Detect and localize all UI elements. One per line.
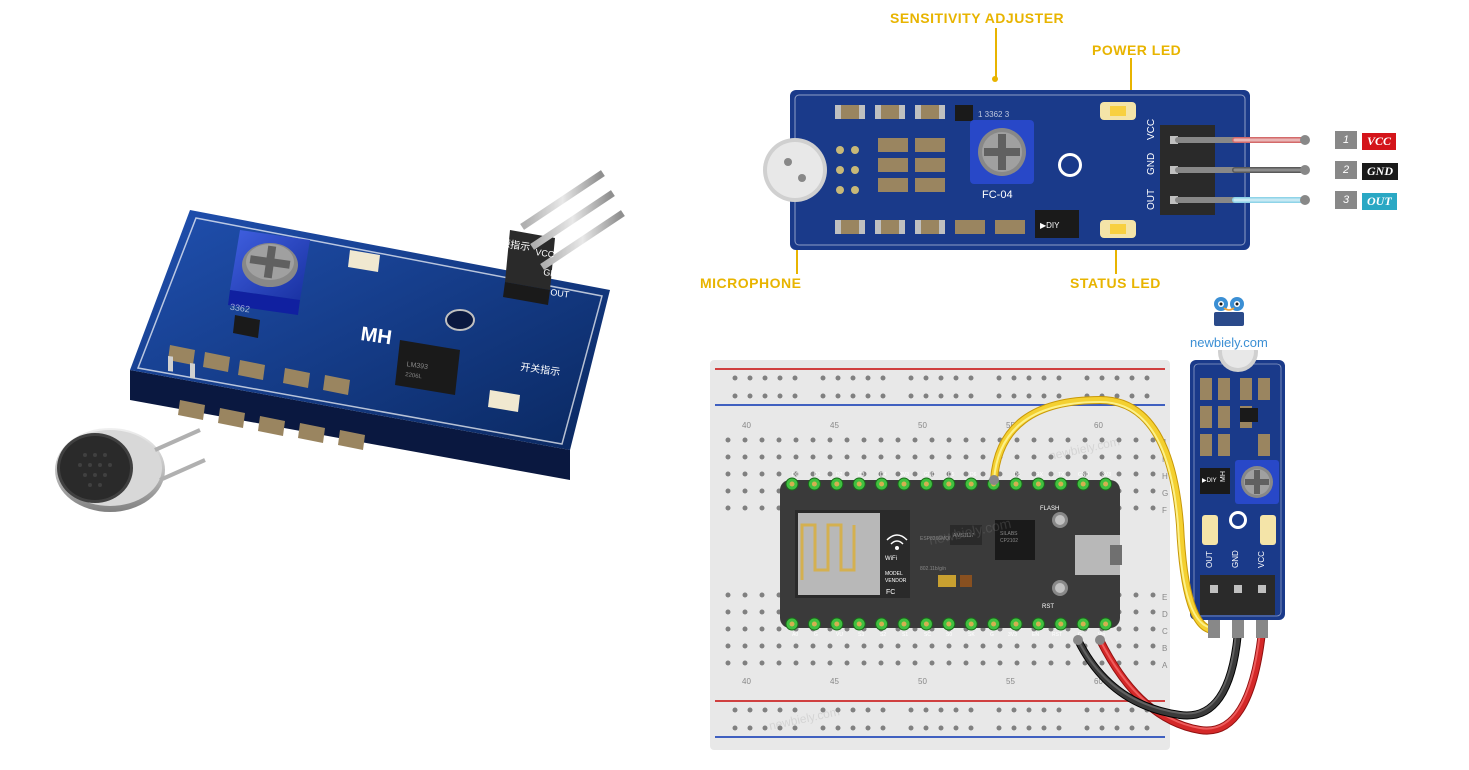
pin-name-out: OUT (1362, 193, 1397, 210)
svg-text:S2: S2 (880, 632, 886, 638)
svg-text:45: 45 (830, 421, 839, 430)
svg-text:VENDOR: VENDOR (885, 578, 907, 584)
svg-text:RX: RX (1036, 472, 1044, 478)
svg-text:H: H (1162, 472, 1168, 481)
svg-text:D5: D5 (948, 472, 955, 478)
svg-text:3V3: 3V3 (1008, 632, 1017, 638)
svg-text:GND: GND (1078, 472, 1090, 478)
svg-text:D6: D6 (970, 472, 977, 478)
svg-text:GND: GND (1146, 153, 1157, 175)
svg-text:RST: RST (1042, 604, 1054, 610)
svg-text:A0: A0 (792, 632, 798, 638)
svg-text:55: 55 (1006, 677, 1015, 686)
svg-text:40: 40 (742, 421, 751, 430)
svg-text:RST: RST (1052, 632, 1062, 638)
svg-text:OUT: OUT (1205, 551, 1214, 568)
svg-text:TX: TX (1058, 472, 1065, 478)
svg-text:VCC: VCC (1146, 119, 1157, 140)
wiring-diagram: 40 45 50 55 60 40 45 50 55 60 JIHGF EDCB… (700, 350, 1460, 770)
svg-text:MODEL: MODEL (885, 571, 903, 577)
svg-text:VU: VU (836, 632, 843, 638)
svg-text:FC-04: FC-04 (982, 189, 1013, 201)
svg-text:FLASH: FLASH (1040, 506, 1059, 512)
svg-text:E: E (1162, 593, 1167, 602)
svg-text:EN: EN (1032, 632, 1039, 638)
svg-text:B: B (1162, 644, 1167, 653)
svg-text:D3: D3 (858, 472, 865, 478)
svg-text:WiFi: WiFi (885, 556, 897, 562)
pin-label-2: 2 (1335, 161, 1357, 179)
svg-text:G: G (990, 632, 994, 638)
svg-text:C: C (1162, 627, 1168, 636)
pin-name-vcc: VCC (1362, 133, 1396, 150)
svg-text:SC: SC (924, 632, 931, 638)
svg-text:D0: D0 (792, 472, 799, 478)
svg-text:D8: D8 (1014, 472, 1021, 478)
svg-text:60: 60 (1094, 421, 1103, 430)
svg-text:50: 50 (918, 677, 927, 686)
svg-text:MH: MH (1220, 471, 1227, 482)
svg-text:3V3: 3V3 (900, 472, 909, 478)
module-top-view: 1 3362 3 FC-04 ▶DIY VCC GND OUT (760, 80, 1320, 270)
annotation-sensitivity: SENSITIVITY ADJUSTER (890, 10, 1064, 26)
svg-text:MH: MH (359, 323, 393, 349)
svg-text:▶DIY: ▶DIY (1202, 478, 1217, 484)
svg-text:A: A (1162, 661, 1168, 670)
svg-text:S0: S0 (946, 632, 952, 638)
svg-text:F: F (1162, 506, 1167, 515)
annotation-microphone: MICROPHONE (700, 275, 801, 291)
svg-text:50: 50 (918, 421, 927, 430)
svg-text:S1: S1 (902, 632, 908, 638)
svg-text:D4: D4 (880, 472, 887, 478)
svg-text:D2: D2 (836, 472, 843, 478)
svg-text:1 3362 3: 1 3362 3 (978, 110, 1010, 119)
pin-name-gnd: GND (1362, 163, 1398, 180)
svg-text:3V3: 3V3 (1102, 472, 1111, 478)
svg-text:VCC: VCC (1257, 551, 1266, 568)
sound-sensor-photo: 3362 LM393 2206L MH (30, 120, 650, 580)
annotation-power-led: POWER LED (1092, 42, 1181, 58)
svg-text:GND: GND (924, 472, 936, 478)
logo: newbiely.com (1190, 290, 1268, 350)
svg-text:GND: GND (1231, 550, 1240, 568)
pin-label-1: 1 (1335, 131, 1357, 149)
svg-text:802.11b/g/n: 802.11b/g/n (920, 566, 946, 572)
svg-text:SK: SK (968, 632, 975, 638)
pin-label-3: 3 (1335, 191, 1357, 209)
svg-text:▶DIY: ▶DIY (1040, 221, 1060, 230)
svg-text:FC: FC (886, 589, 895, 596)
svg-text:40: 40 (742, 677, 751, 686)
svg-text:45: 45 (830, 677, 839, 686)
svg-text:CP2102: CP2102 (1000, 538, 1018, 544)
svg-text:D: D (1162, 610, 1168, 619)
svg-text:S3: S3 (858, 632, 864, 638)
svg-text:OUT: OUT (1146, 189, 1157, 210)
svg-text:G: G (814, 632, 818, 638)
svg-text:D1: D1 (814, 472, 821, 478)
annotation-status-led: STATUS LED (1070, 275, 1161, 291)
svg-text:G: G (1162, 489, 1168, 498)
